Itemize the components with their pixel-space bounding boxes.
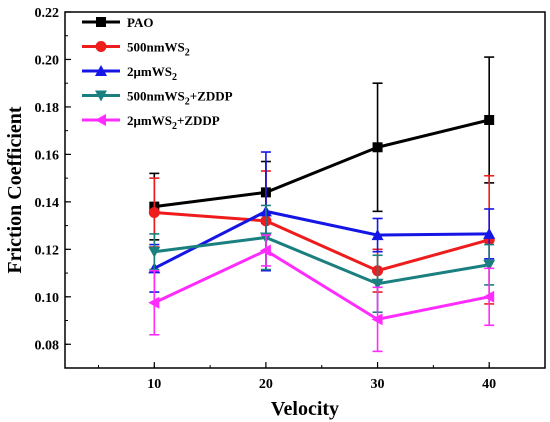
data-point [148, 207, 160, 219]
data-point [371, 229, 384, 241]
y-tick-label: 0.10 [35, 291, 60, 306]
series-line [153, 209, 490, 270]
data-point [484, 114, 495, 125]
legend-item: 500nmWS2 [82, 40, 190, 59]
legend-item: 2μmWS2 [82, 64, 177, 83]
legend-item: PAO [82, 15, 153, 30]
legend-label: 2μmWS2+ZDDP [127, 113, 220, 132]
y-axis-title: Friction Coefficient [4, 106, 26, 273]
y-axis-ticks: 0.08 0.10 0.12 0.14 0.16 0.18 0.20 0.22 [35, 6, 71, 369]
legend-label: 500nmWS2+ZDDP [127, 89, 233, 108]
legend-item: 2μmWS2+ZDDP [82, 113, 220, 132]
data-point [371, 278, 384, 290]
x-tick-label: 20 [259, 377, 273, 392]
y-tick-label: 0.16 [35, 148, 60, 163]
y-tick-label: 0.14 [35, 196, 60, 211]
legend-marker [96, 17, 106, 27]
data-point [483, 259, 496, 271]
series-0 [149, 56, 495, 241]
y-tick-label: 0.08 [35, 338, 60, 353]
x-tick-label: 30 [371, 377, 385, 392]
series-line [154, 118, 490, 209]
x-tick-label: 40 [482, 377, 496, 392]
x-axis-title: Velocity [271, 398, 339, 420]
data-point [148, 246, 161, 258]
y-tick-label: 0.20 [35, 53, 60, 68]
data-point [259, 244, 271, 257]
legend-item: 500nmWS2+ZDDP [82, 89, 233, 108]
series-layer [148, 56, 496, 353]
series-4 [148, 234, 495, 353]
legend-marker [95, 65, 107, 76]
legend-marker [95, 114, 106, 126]
y-tick-label: 0.18 [35, 101, 60, 116]
legend-label: PAO [127, 15, 153, 30]
legend-marker [95, 90, 107, 102]
legend-label: 2μmWS2 [127, 64, 177, 83]
plot-frame [64, 11, 546, 369]
data-point [483, 227, 496, 239]
data-point [372, 142, 383, 153]
legend-marker [95, 41, 107, 52]
legend-label: 500nmWS2 [127, 40, 190, 59]
series-2 [148, 151, 496, 293]
x-tick-label: 10 [147, 377, 161, 392]
series-line [154, 235, 490, 286]
data-point [371, 313, 383, 326]
series-line [153, 248, 490, 321]
y-tick-label: 0.22 [35, 6, 60, 21]
data-point [483, 290, 495, 303]
y-tick-label: 0.12 [35, 243, 60, 258]
data-point [148, 296, 160, 309]
legend: PAO 500nmWS2 2μmWS2 500nmWS2+ZDDP 2μmWS2+ZDD… [82, 15, 233, 132]
series-3 [148, 204, 496, 314]
series-line [154, 211, 490, 273]
x-axis-ticks: 10 20 30 40 [97, 362, 546, 392]
